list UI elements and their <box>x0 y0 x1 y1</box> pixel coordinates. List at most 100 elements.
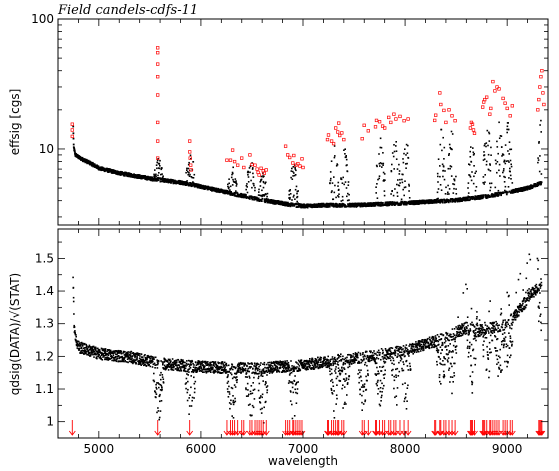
bottom-data-point <box>378 372 380 375</box>
bottom-data-point <box>256 362 259 365</box>
top-data-point <box>397 204 400 206</box>
bottom-data-point <box>97 352 99 354</box>
top-data-point <box>500 135 503 137</box>
top-data-point <box>537 184 540 187</box>
bottom-data-point <box>276 368 279 370</box>
top-data-point <box>453 179 456 182</box>
top-data-point <box>526 188 529 191</box>
bottom-data-point <box>293 365 295 368</box>
bottom-data-point <box>306 363 309 365</box>
bottom-data-point <box>122 360 125 363</box>
top-data-point <box>344 148 346 150</box>
bottom-data-point <box>225 369 227 371</box>
top-data-point <box>249 171 251 174</box>
top-data-point <box>254 186 256 189</box>
bottom-data-point <box>348 353 350 356</box>
bottom-data-point <box>129 353 132 355</box>
top-data-point <box>441 149 443 152</box>
bottom-data-point <box>358 369 360 371</box>
bottom-data-point <box>121 356 124 359</box>
top-data-point <box>246 186 248 188</box>
bottom-data-point <box>193 397 195 399</box>
bottom-data-point <box>286 370 289 372</box>
bottom-data-point <box>180 368 182 370</box>
bottom-data-point <box>204 360 207 363</box>
bottom-data-point <box>104 348 107 350</box>
bottom-data-point <box>336 363 339 365</box>
top-data-point <box>247 176 250 178</box>
bottom-data-point <box>193 376 195 379</box>
bottom-data-point <box>246 376 248 378</box>
bottom-data-point <box>245 388 247 391</box>
top-flagged-point <box>255 167 259 171</box>
top-data-point <box>232 178 234 181</box>
bottom-data-point <box>355 359 358 361</box>
bottom-data-point <box>190 405 193 407</box>
bottom-data-point <box>201 369 203 371</box>
bottom-data-point <box>316 359 318 361</box>
top-flagged-point <box>189 163 193 167</box>
bottom-data-point <box>365 388 368 391</box>
bottom-data-point <box>72 296 75 299</box>
bottom-data-point <box>146 358 148 360</box>
bottom-data-point <box>359 388 361 391</box>
bottom-data-point <box>188 368 191 370</box>
top-data-point <box>503 168 505 170</box>
bottom-data-point <box>287 368 290 370</box>
bottom-data-point <box>114 359 117 362</box>
bottom-data-point <box>154 390 156 392</box>
bottom-data-point <box>315 360 318 362</box>
bottom-data-point <box>130 350 133 353</box>
top-data-point <box>484 195 487 198</box>
top-data-point <box>489 163 491 165</box>
bottom-data-point <box>353 356 355 359</box>
top-data-point <box>331 182 334 184</box>
top-data-point <box>436 191 439 194</box>
top-data-point <box>95 164 97 167</box>
bottom-data-point <box>152 358 154 360</box>
bottom-data-point <box>217 361 219 364</box>
top-data-point <box>482 159 485 161</box>
top-data-point <box>170 182 172 184</box>
bottom-data-point <box>284 371 286 373</box>
top-data-point <box>289 198 291 200</box>
top-data-point <box>294 198 296 200</box>
bottom-data-point <box>376 354 378 357</box>
bottom-data-point <box>149 362 152 364</box>
bottom-data-point <box>379 379 382 382</box>
bottom-data-point <box>191 399 193 402</box>
bottom-data-point <box>107 354 110 356</box>
top-data-point <box>158 167 161 170</box>
bottom-data-point <box>379 352 381 354</box>
top-data-point <box>408 197 411 199</box>
bottom-data-point <box>183 370 185 372</box>
top-data-point <box>178 181 181 184</box>
top-data-point <box>333 145 336 147</box>
bottom-data-point <box>229 368 232 371</box>
top-data-point <box>141 175 143 177</box>
bottom-data-point <box>282 365 285 367</box>
bottom-data-point <box>239 363 241 365</box>
top-data-point <box>232 172 234 175</box>
top-data-point <box>347 184 350 186</box>
bottom-data-point <box>113 358 115 360</box>
bottom-data-point <box>159 374 161 376</box>
top-data-point <box>260 194 262 197</box>
bottom-data-point <box>289 390 292 392</box>
bottom-data-point <box>343 358 345 361</box>
bottom-data-point <box>186 370 189 373</box>
bottom-data-point <box>244 362 246 365</box>
top-data-point <box>439 201 442 204</box>
bottom-data-point <box>366 369 369 372</box>
bottom-data-point <box>129 353 131 356</box>
bottom-data-point <box>226 382 229 384</box>
bottom-data-point <box>110 351 113 353</box>
bottom-data-point <box>125 361 128 363</box>
bottom-data-point <box>214 369 216 372</box>
top-data-point <box>231 184 234 186</box>
bottom-data-point <box>371 356 374 358</box>
top-data-point <box>342 176 344 179</box>
top-data-point <box>405 163 407 165</box>
bottom-data-point <box>194 368 196 370</box>
bottom-data-point <box>99 356 102 359</box>
